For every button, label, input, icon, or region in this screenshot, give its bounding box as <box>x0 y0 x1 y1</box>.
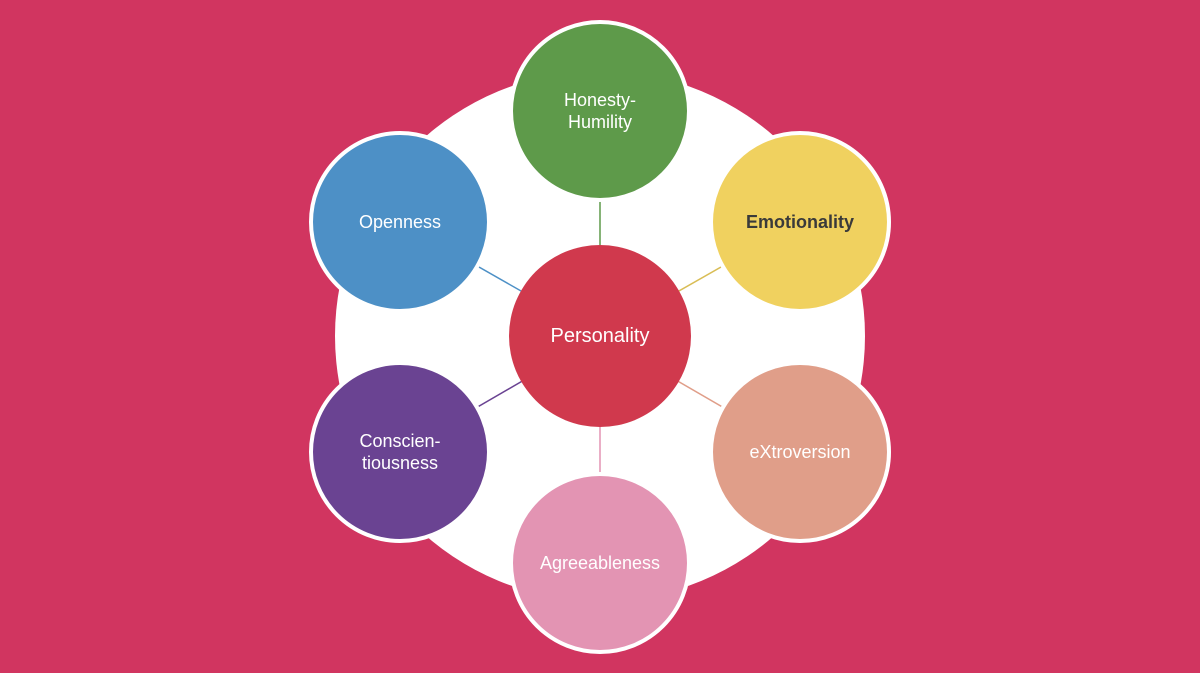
node-emotionality: Emotionality <box>709 131 891 313</box>
node-honesty-humility-label: Honesty- Humility <box>554 89 646 134</box>
center-node: Personality <box>509 245 691 427</box>
node-emotionality-label: Emotionality <box>736 211 864 234</box>
node-openness: Openness <box>309 131 491 313</box>
center-node-label: Personality <box>541 324 660 349</box>
diagram-canvas: Personality Honesty- Humility Emotionality… <box>0 0 1200 673</box>
node-extroversion: eXtroversion <box>709 361 891 543</box>
node-agreeableness: Agreeableness <box>509 472 691 654</box>
node-openness-label: Openness <box>349 211 451 234</box>
node-agreeableness-label: Agreeableness <box>530 552 670 575</box>
node-honesty-humility: Honesty- Humility <box>509 20 691 202</box>
node-extroversion-label: eXtroversion <box>739 441 860 464</box>
node-conscientiousness: Conscien- tiousness <box>309 361 491 543</box>
node-conscientiousness-label: Conscien- tiousness <box>349 430 450 475</box>
